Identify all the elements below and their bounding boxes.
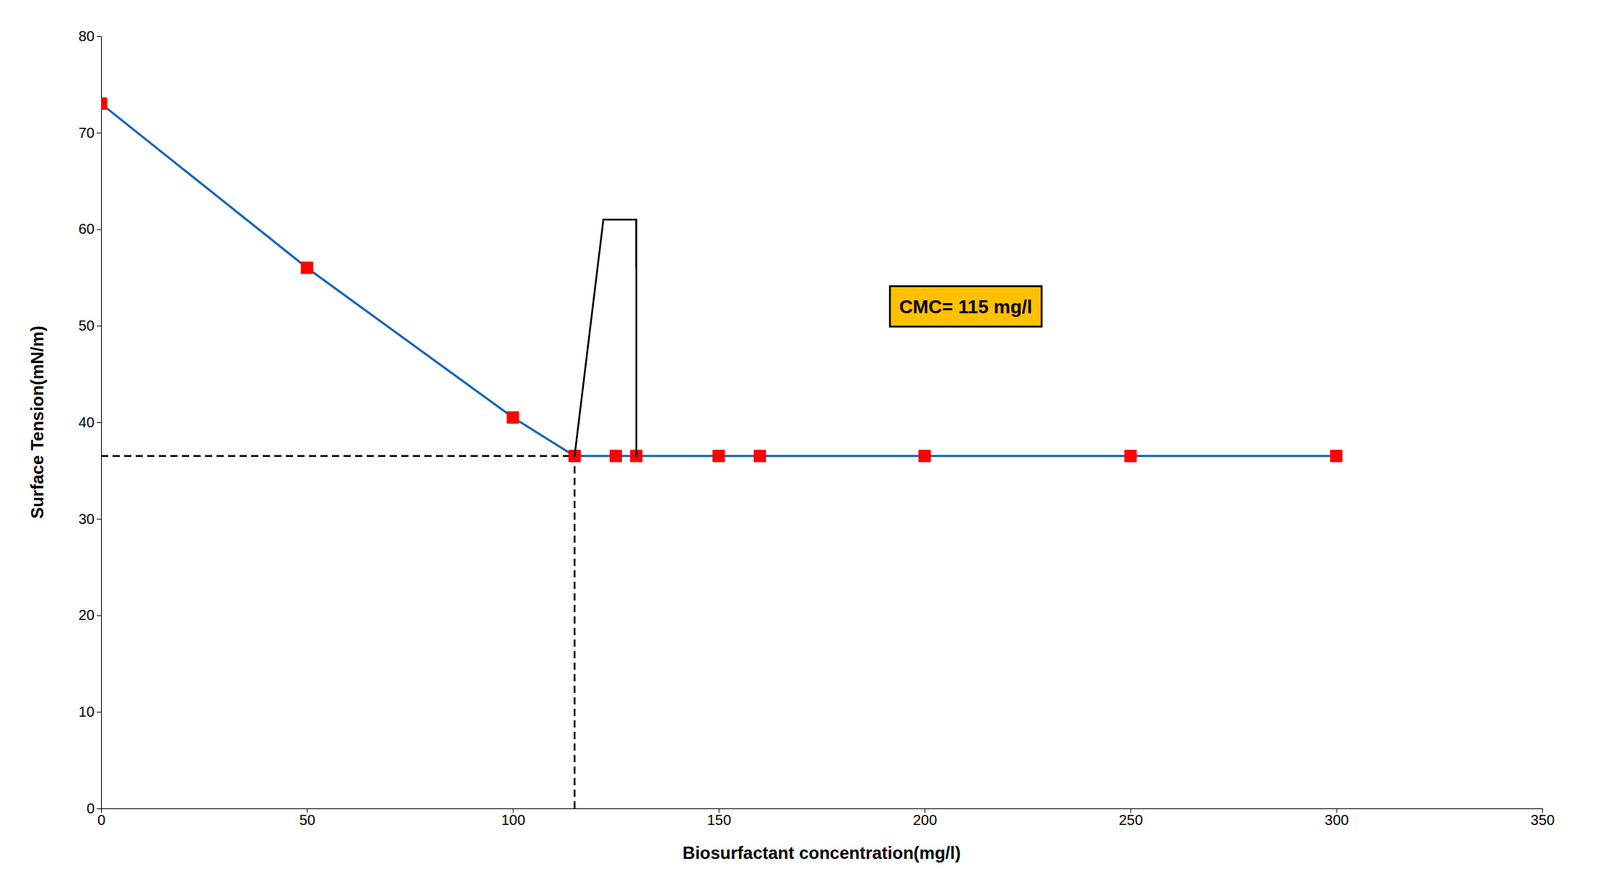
y-axis-tick-mark <box>96 229 102 231</box>
plot-area <box>101 98 1343 809</box>
x-axis-tick: 100 <box>500 808 525 828</box>
annotation: CMC= 115 mg/l <box>889 286 1042 327</box>
x-axis-tick: 0 <box>97 808 106 828</box>
y-axis-tick: 40 <box>78 414 102 431</box>
x-axis-tick-label: 0 <box>97 811 106 828</box>
y-axis-tick: 50 <box>78 317 102 334</box>
annotation-box <box>889 286 1042 327</box>
x-axis: 0 50 100 150 200 250 300 350 <box>97 808 1555 828</box>
annotations: CMC= 115 mg/l <box>889 286 1042 327</box>
y-axis-tick: 60 <box>78 220 102 237</box>
data-marker <box>1330 450 1343 462</box>
y-axis-tick: 70 <box>78 124 102 141</box>
y-axis-tick-label: 40 <box>78 414 95 431</box>
annotation-text: CMC= 115 mg/l <box>899 295 1033 318</box>
x-axis-tick-label: 350 <box>1530 811 1555 828</box>
x-axis-tick-label: 100 <box>500 811 525 828</box>
x-axis-tick: 150 <box>707 808 732 828</box>
x-axis-tick-label: 300 <box>1325 811 1349 828</box>
y-axis-tick: 20 <box>78 606 102 623</box>
y-axis-title: Surface Tension(mN/m) <box>27 325 47 519</box>
annotation-line <box>635 219 638 457</box>
x-axis-tick: 50 <box>299 808 316 828</box>
y-axis-tick: 30 <box>78 510 102 527</box>
y-axis-line <box>96 36 102 810</box>
annotation-line <box>635 219 638 268</box>
x-axis-title: Biosurfactant concentration(mg/l) <box>682 842 961 863</box>
x-axis-tick-label: 50 <box>299 811 316 828</box>
x-axis-tick: 350 <box>1530 808 1555 828</box>
chart: 0 50 100 150 200 250 300 350 0 10 20 30 40 50 60 70 80 Bi… <box>0 0 1600 895</box>
data-marker <box>754 450 766 462</box>
y-axis-tick-mark <box>96 422 102 423</box>
y-axis-tick-label: 60 <box>78 220 95 237</box>
y-axis-tick-mark <box>96 36 102 37</box>
y-axis-tick-mark <box>96 808 102 810</box>
data-marker <box>507 411 519 423</box>
y-axis-tick-mark <box>96 518 102 520</box>
y-axis-tick-label: 30 <box>78 510 95 527</box>
y-axis-tick-label: 0 <box>86 800 95 817</box>
y-axis-tick-mark <box>96 711 102 713</box>
y-axis-tick-mark <box>96 615 102 617</box>
data-line <box>101 103 1337 457</box>
data-marker <box>609 450 622 462</box>
y-axis-tick-label: 10 <box>78 703 95 720</box>
y-axis-tick-label: 80 <box>78 28 95 45</box>
y-axis-tick: 0 <box>86 800 102 817</box>
y-axis-tick: 80 <box>78 28 102 45</box>
x-axis-tick: 250 <box>1118 808 1143 828</box>
data-marker <box>918 450 931 462</box>
reference-line <box>101 455 575 458</box>
data-marker <box>1124 450 1136 462</box>
x-axis-tick-label: 150 <box>707 811 732 828</box>
y-axis-tick-mark <box>96 325 102 327</box>
data-marker <box>713 450 725 462</box>
annotation-line <box>574 219 604 457</box>
x-axis-tick: 200 <box>912 808 937 828</box>
x-axis-tick-label: 200 <box>912 811 937 828</box>
annotation-line <box>603 218 637 221</box>
data-marker <box>300 261 313 274</box>
data-marker <box>101 98 107 110</box>
y-axis-tick: 10 <box>78 703 102 720</box>
y-axis-tick-label: 70 <box>78 124 95 141</box>
y-axis-tick-mark <box>96 132 102 134</box>
y-axis-tick-label: 20 <box>78 606 95 623</box>
x-axis-tick-label: 250 <box>1118 811 1143 828</box>
y-axis: 0 10 20 30 40 50 60 70 80 <box>78 28 102 817</box>
y-axis-tick-label: 50 <box>78 317 95 334</box>
reference-line <box>573 456 576 809</box>
x-axis-tick: 300 <box>1325 808 1349 828</box>
